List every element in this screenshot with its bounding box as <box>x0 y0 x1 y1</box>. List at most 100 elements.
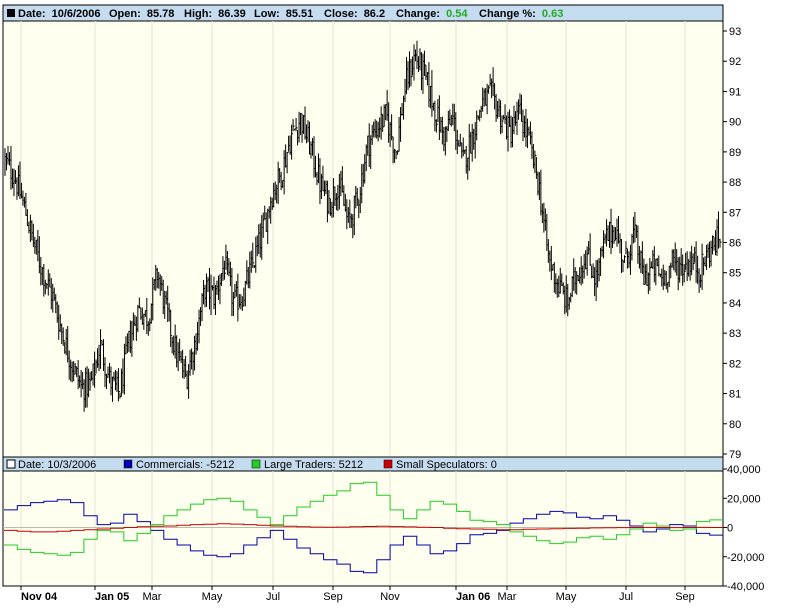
header-close-label: Close: <box>324 8 358 20</box>
x-tick-label: Nov <box>380 591 400 603</box>
price-y-tick-label: 90 <box>729 117 741 129</box>
cot-date-legend-icon <box>6 459 16 469</box>
header-close-value: 86.2 <box>364 8 385 20</box>
header-open-value: 85.78 <box>147 8 175 20</box>
price-y-tick-label: 83 <box>729 328 741 340</box>
cot-y-axis: 40,000 20,000 0 -20,000 -40,000 <box>723 464 764 593</box>
x-axis: Nov 04 Jan 05 Mar May Jul Sep Nov Jan 06 Mar May J… <box>3 585 723 603</box>
price-legend-square-icon <box>7 9 15 17</box>
header-date-label: Date: <box>18 8 46 20</box>
svg-text:Change %: 0.63: Change %: 0.63 <box>479 8 563 20</box>
x-tick-label: Mar <box>498 591 517 603</box>
price-y-tick-label: 91 <box>729 86 741 98</box>
price-bar <box>94 351 97 388</box>
cot-y-tick-label: -20,000 <box>727 552 764 564</box>
small-speculators-line <box>4 523 723 533</box>
x-tick-label: Jul <box>619 591 633 603</box>
price-bar <box>625 241 628 255</box>
price-bar <box>170 309 173 348</box>
price-bar <box>262 212 265 238</box>
price-y-tick-label: 89 <box>729 147 741 159</box>
price-bar <box>701 243 704 290</box>
cot-y-tick-label: 0 <box>727 523 733 535</box>
cot-y-tick-label: 40,000 <box>727 464 761 476</box>
price-bar <box>117 368 120 402</box>
price-y-tick-label: 81 <box>729 389 741 401</box>
small-speculators-legend-text: Small Speculators: 0 <box>396 459 497 471</box>
price-y-tick-label: 92 <box>729 56 741 68</box>
x-tick-label: May <box>556 591 577 603</box>
x-tick-label: Jul <box>266 591 280 603</box>
price-bar <box>44 279 47 295</box>
header-open-label: Open: <box>109 8 141 20</box>
header-high-label: High: <box>184 8 212 20</box>
price-bar <box>719 238 722 248</box>
price-bar <box>328 190 331 215</box>
price-y-axis: 79 80 81 82 83 84 85 86 87 88 89 90 91 92 93 <box>723 26 741 461</box>
header-date-value: 10/6/2006 <box>52 8 101 20</box>
price-bar <box>138 297 141 309</box>
price-bar <box>488 85 491 94</box>
price-bar <box>286 151 289 174</box>
price-bar <box>223 260 226 280</box>
cot-lines <box>4 481 723 574</box>
x-tick-label: Sep <box>675 591 695 603</box>
price-bar <box>410 58 413 87</box>
price-bar <box>292 119 295 132</box>
svg-text:Open: 85.78: Open: 85.78 <box>109 8 174 20</box>
price-bar <box>683 264 686 283</box>
price-bar <box>589 233 592 266</box>
svg-text:Close: 86.2: Close: 86.2 <box>324 8 385 20</box>
header-high-value: 86.39 <box>218 8 246 20</box>
price-y-tick-label: 85 <box>729 268 741 280</box>
header-low-value: 85.51 <box>286 8 314 20</box>
x-tick-label: Jan 05 <box>95 591 129 603</box>
svg-text:Date: 10/6/2006: Date: 10/6/2006 <box>18 8 101 20</box>
commercials-line <box>4 499 723 574</box>
cot-y-tick-label: -40,000 <box>727 581 764 593</box>
price-y-tick-label: 80 <box>729 419 741 431</box>
svg-text:Change: 0.54: Change: 0.54 <box>396 8 468 20</box>
x-tick-label: Jan 06 <box>456 591 490 603</box>
price-bar <box>356 187 359 206</box>
large-traders-legend-icon <box>251 459 261 469</box>
price-bar <box>623 255 626 263</box>
price-bar <box>252 242 255 268</box>
commercials-legend-text: Commercials: -5212 <box>136 459 234 471</box>
commercials-legend-icon <box>123 459 133 469</box>
cot-header-bar <box>2 456 724 472</box>
header-change-pct-value: 0.63 <box>542 8 563 20</box>
large-traders-line <box>4 481 723 556</box>
x-tick-label: Mar <box>143 591 162 603</box>
header-low-label: Low: <box>254 8 280 20</box>
price-bar <box>291 124 294 160</box>
x-tick-label: Sep <box>323 591 343 603</box>
price-bar <box>380 106 383 140</box>
x-tick-label: May <box>202 591 223 603</box>
price-y-tick-label: 79 <box>729 449 741 461</box>
price-bar <box>295 117 298 132</box>
cot-y-tick-label: 20,000 <box>727 493 761 505</box>
large-traders-legend-text: Large Traders: 5212 <box>264 459 363 471</box>
price-bar <box>501 115 504 134</box>
price-bar <box>62 327 65 346</box>
price-bar <box>394 148 397 163</box>
price-bar <box>613 226 616 244</box>
price-bar <box>692 253 695 271</box>
svg-text:Low: 85.51: Low: 85.51 <box>254 8 313 20</box>
small-speculators-legend-icon <box>383 459 393 469</box>
price-bar <box>712 235 715 255</box>
svg-text:High: 86.39: High: 86.39 <box>184 8 246 20</box>
price-bar <box>237 273 240 322</box>
header-change-label: Change: <box>396 8 440 20</box>
x-tick-label: Nov 04 <box>21 591 58 603</box>
price-bar <box>534 150 537 174</box>
price-bars <box>4 40 722 412</box>
cot-panel-background <box>2 456 724 587</box>
header-change-value: 0.54 <box>446 8 468 20</box>
header-change-pct-label: Change %: <box>479 8 536 20</box>
price-y-tick-label: 82 <box>729 358 741 370</box>
price-bar <box>643 258 646 285</box>
price-y-tick-label: 88 <box>729 177 741 189</box>
